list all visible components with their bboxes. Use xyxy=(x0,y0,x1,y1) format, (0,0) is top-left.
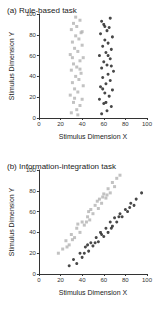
svg-text:80: 80 xyxy=(122,121,129,127)
svg-text:Stimulus Dimension Y: Stimulus Dimension Y xyxy=(8,187,15,256)
svg-text:100: 100 xyxy=(142,121,153,127)
svg-text:40: 40 xyxy=(79,121,86,127)
svg-text:60: 60 xyxy=(100,121,107,127)
svg-text:100: 100 xyxy=(142,277,153,283)
svg-text:20: 20 xyxy=(57,277,64,283)
svg-text:40: 40 xyxy=(79,277,86,283)
svg-text:20: 20 xyxy=(29,250,36,256)
svg-text:40: 40 xyxy=(29,229,36,235)
svg-text:(b) Information-integration ta: (b) Information-integration task xyxy=(7,162,117,171)
svg-text:Stimulus Dimension Y: Stimulus Dimension Y xyxy=(8,31,15,100)
svg-text:Stimulus Dimension X: Stimulus Dimension X xyxy=(59,133,128,140)
svg-text:(a) Rule-based task: (a) Rule-based task xyxy=(7,6,78,15)
svg-text:0: 0 xyxy=(37,121,41,127)
svg-text:0: 0 xyxy=(33,271,37,277)
svg-text:0: 0 xyxy=(33,115,37,121)
svg-text:20: 20 xyxy=(29,94,36,100)
svg-text:80: 80 xyxy=(29,32,36,38)
svg-text:Stimulus Dimension X: Stimulus Dimension X xyxy=(59,289,128,296)
svg-text:20: 20 xyxy=(57,121,64,127)
svg-text:60: 60 xyxy=(100,277,107,283)
svg-text:80: 80 xyxy=(29,188,36,194)
svg-text:60: 60 xyxy=(29,209,36,215)
svg-text:80: 80 xyxy=(122,277,129,283)
svg-text:40: 40 xyxy=(29,73,36,79)
svg-text:0: 0 xyxy=(37,277,41,283)
svg-text:60: 60 xyxy=(29,53,36,59)
